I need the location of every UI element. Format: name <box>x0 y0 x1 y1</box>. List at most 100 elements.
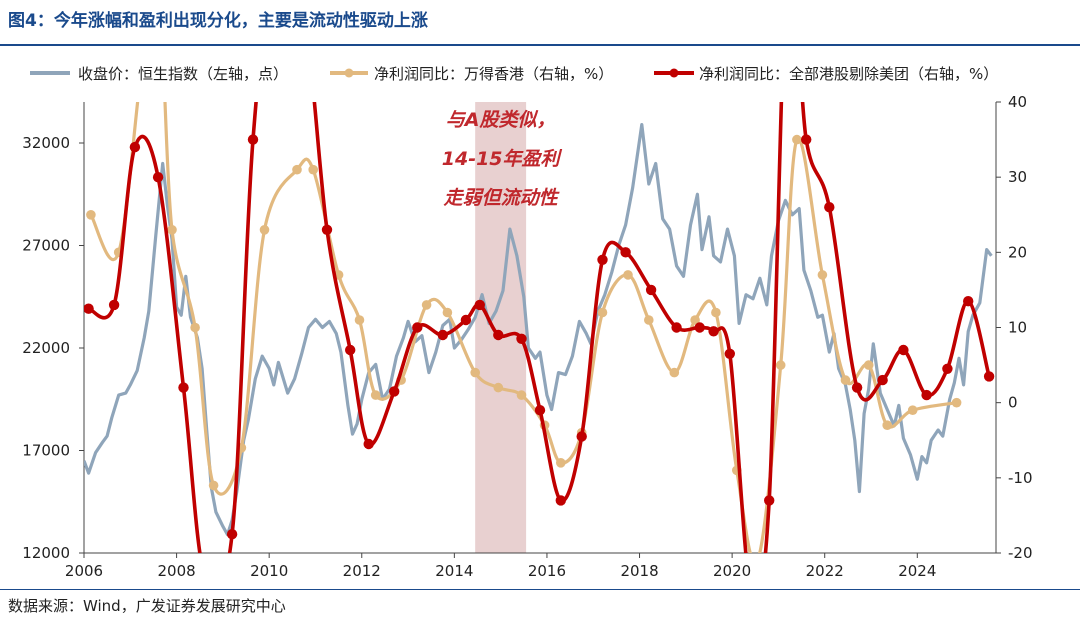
data-point-all-hk <box>199 570 209 580</box>
right-tick-label: 30 <box>1008 168 1027 186</box>
data-point-all-hk <box>389 386 400 397</box>
right-tick-label: 20 <box>1008 243 1027 261</box>
data-point-all-hk <box>877 374 888 386</box>
data-point-wind-hk <box>208 480 219 491</box>
data-point-all-hk <box>724 348 735 359</box>
right-tick-label: -10 <box>1008 469 1033 487</box>
data-point-wind-hk <box>493 382 504 393</box>
data-point-wind-hk <box>644 315 654 325</box>
data-point-wind-hk <box>775 360 786 370</box>
legend-marker-wind-hk <box>344 68 354 78</box>
right-tick-label: 40 <box>1008 93 1027 111</box>
data-point-wind-hk <box>308 164 319 175</box>
data-point-all-hk <box>824 202 835 213</box>
data-point-wind-hk <box>623 270 633 280</box>
data-point-wind-hk <box>753 556 763 566</box>
x-tick-label: 2014 <box>435 562 473 580</box>
data-point-all-hk <box>898 344 909 356</box>
data-point-wind-hk <box>167 225 177 235</box>
data-point-wind-hk <box>690 315 700 325</box>
data-point-wind-hk <box>840 375 851 385</box>
data-point-all-hk <box>851 382 863 393</box>
data-point-wind-hk <box>259 225 270 235</box>
data-point-all-hk <box>437 329 448 341</box>
data-point-all-hk <box>247 134 259 145</box>
legend-label-wind-hk: 净利润同比：万得香港（右轴，%） <box>374 65 613 83</box>
legend-label-hsi: 收盘价：恒生指数（左轴，点） <box>78 65 288 83</box>
annotation-text-line: 14-15年盈利 <box>442 148 563 170</box>
data-point-all-hk <box>84 303 94 314</box>
x-tick-label: 2008 <box>157 562 195 580</box>
data-point-all-hk <box>493 329 504 341</box>
data-point-wind-hk <box>370 390 381 400</box>
data-point-wind-hk <box>669 367 680 378</box>
left-tick-label: 22000 <box>22 339 70 357</box>
data-point-wind-hk <box>354 315 365 325</box>
data-point-all-hk <box>576 431 587 442</box>
x-tick-label: 2006 <box>65 562 103 580</box>
data-point-all-hk <box>708 326 719 337</box>
data-point-all-hk <box>474 299 485 311</box>
x-tick-label: 2024 <box>898 562 936 580</box>
data-point-all-hk <box>363 438 374 450</box>
source-note: 数据来源：Wind，广发证券发展研究中心 <box>8 597 286 615</box>
right-tick-label: 10 <box>1008 319 1027 337</box>
data-point-wind-hk <box>817 270 828 280</box>
x-tick-label: 2016 <box>528 562 566 580</box>
data-point-wind-hk <box>516 390 527 400</box>
data-point-all-hk <box>645 284 657 296</box>
data-point-all-hk <box>694 322 705 333</box>
x-tick-label: 2020 <box>713 562 751 580</box>
data-point-all-hk <box>534 405 546 416</box>
annotation-band <box>475 102 527 553</box>
title-divider <box>0 44 1080 46</box>
data-point-all-hk <box>764 495 775 506</box>
data-point-all-hk <box>620 247 631 258</box>
data-point-wind-hk <box>442 307 453 318</box>
annotation-text-line: 与A股类似， <box>446 109 556 131</box>
data-point-wind-hk <box>907 405 918 416</box>
data-point-all-hk <box>963 296 974 307</box>
data-point-all-hk <box>412 322 423 333</box>
series-line-all-hk <box>87 102 991 553</box>
legend-marker-all-hk <box>669 68 679 78</box>
data-point-all-hk <box>671 322 682 333</box>
data-point-all-hk <box>597 254 608 265</box>
left-tick-label: 32000 <box>22 134 70 152</box>
left-tick-label: 17000 <box>22 442 70 460</box>
data-point-all-hk <box>555 495 566 506</box>
data-point-all-hk <box>345 344 356 356</box>
legend: 收盘价：恒生指数（左轴，点） 净利润同比：万得香港（右轴，%） 净利润同比：全部… <box>30 65 998 83</box>
annotation-text-line: 走弱但流动性 <box>443 187 561 209</box>
data-point-all-hk <box>129 141 141 153</box>
data-point-wind-hk <box>792 134 802 145</box>
data-point-wind-hk <box>421 300 432 310</box>
data-point-all-hk <box>321 224 333 235</box>
data-point-wind-hk <box>597 307 608 318</box>
right-tick-label: -20 <box>1008 544 1033 562</box>
series-hsi <box>84 122 993 537</box>
data-point-all-hk <box>516 333 527 344</box>
footer-divider <box>0 589 1080 590</box>
series-all-hk <box>84 102 995 580</box>
data-point-wind-hk <box>556 458 566 468</box>
x-tick-label: 2018 <box>620 562 658 580</box>
series-wind-hk <box>86 46 962 566</box>
data-point-wind-hk <box>139 46 149 54</box>
data-point-wind-hk <box>86 210 96 220</box>
data-point-all-hk <box>226 529 238 540</box>
data-point-all-hk <box>801 134 812 145</box>
data-point-all-hk <box>152 172 164 183</box>
data-point-all-hk <box>942 363 953 374</box>
data-point-all-hk <box>108 299 120 311</box>
x-tick-label: 2010 <box>250 562 288 580</box>
x-tick-label: 2022 <box>806 562 844 580</box>
series-line-hsi <box>84 122 993 537</box>
data-point-all-hk <box>178 382 189 393</box>
data-point-wind-hk <box>190 322 200 333</box>
right-tick-label: 0 <box>1008 394 1018 412</box>
chart-area: 收盘价：恒生指数（左轴，点） 净利润同比：万得香港（右轴，%） 净利润同比：全部… <box>22 46 1033 580</box>
left-tick-label: 27000 <box>22 237 70 255</box>
data-point-wind-hk <box>292 164 302 175</box>
data-point-wind-hk <box>863 360 874 370</box>
